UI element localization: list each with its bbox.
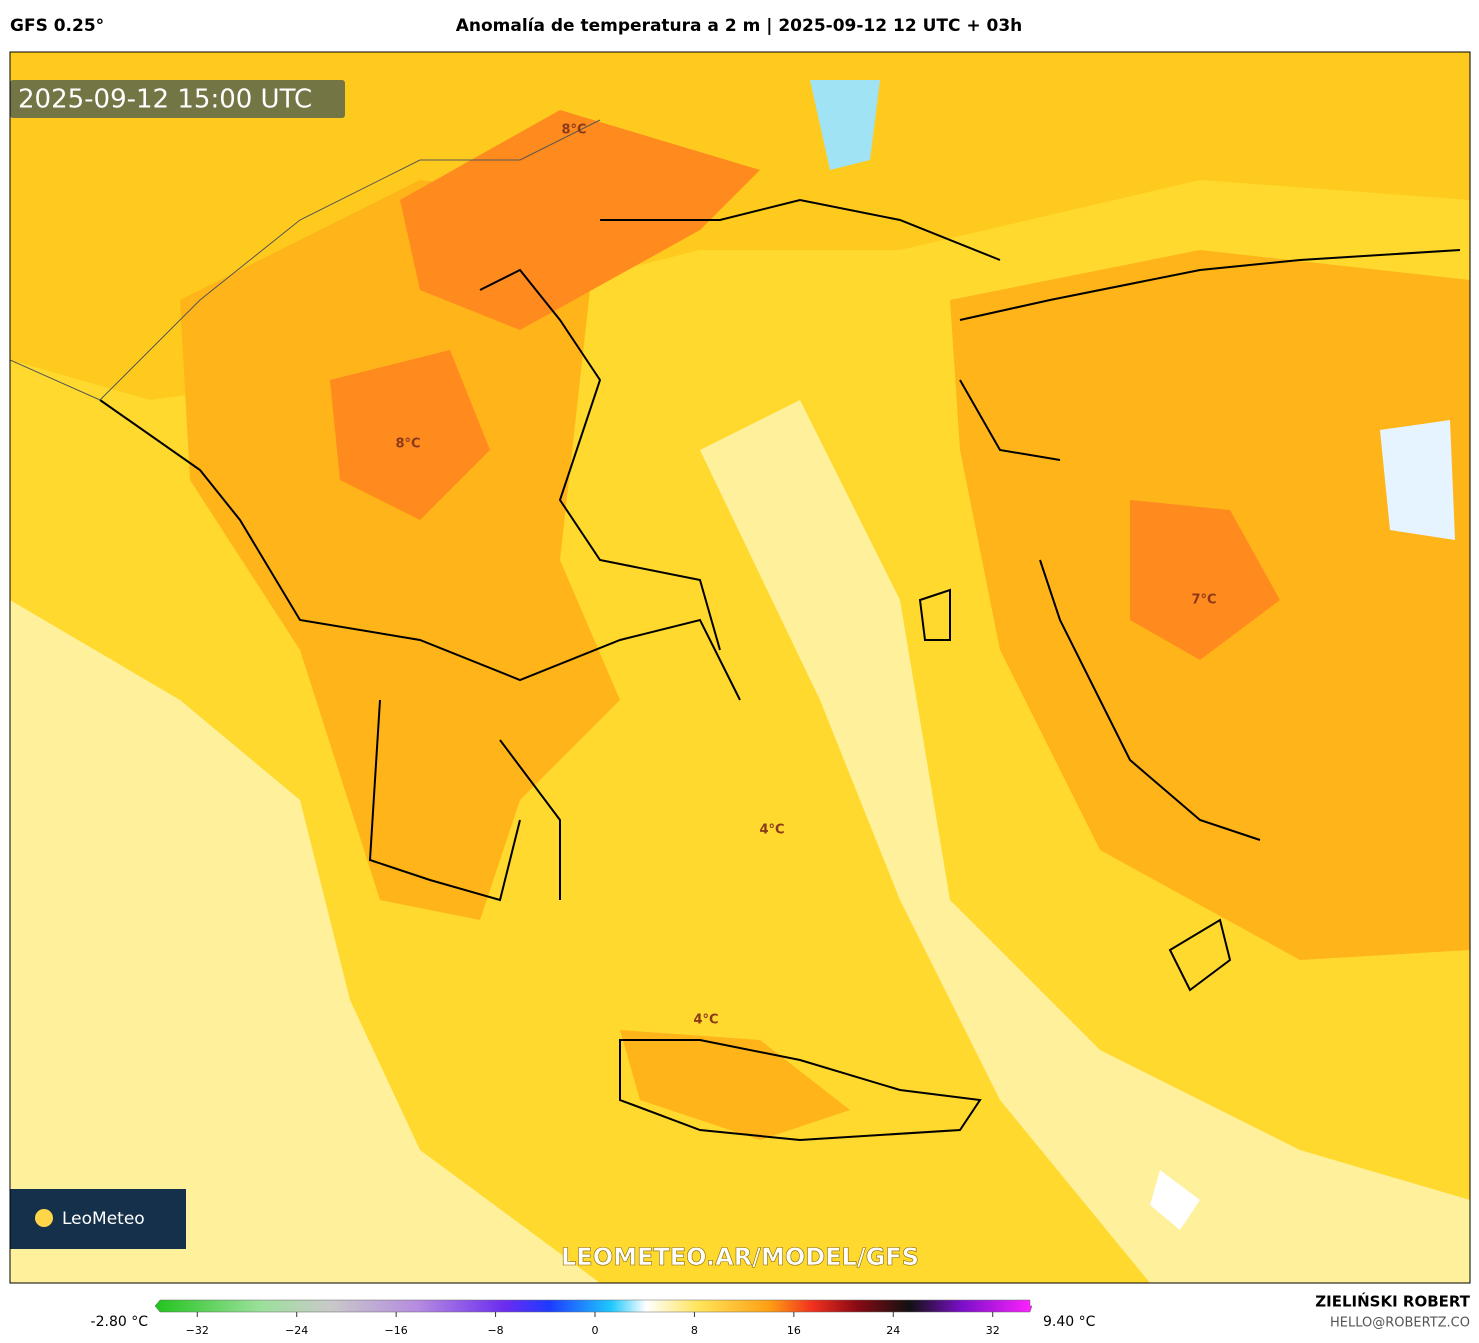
colorbar-tick-label: −32: [186, 1324, 209, 1337]
map-label: 4°C: [693, 1013, 718, 1028]
colorbar-gradient: [154, 1299, 1033, 1313]
map-title: Anomalía de temperatura a 2 m | 2025-09-…: [456, 16, 1023, 36]
cold-zone: [1380, 420, 1455, 540]
valid-time: 2025-09-12 15:00 UTC: [18, 85, 312, 115]
colorbar-tick-label: 8: [691, 1324, 698, 1337]
time-badge: [10, 80, 345, 118]
colorbar-tick-label: −16: [385, 1324, 408, 1337]
borders: [10, 119, 601, 401]
model-name: GFS 0.25°: [10, 16, 104, 36]
colorbar-tick-label: 0: [592, 1324, 599, 1337]
colorbar-tick-label: 24: [886, 1324, 900, 1337]
colorbar-min: -2.80 °C: [91, 1314, 149, 1330]
cold-zone: [810, 80, 880, 170]
coastlines: [99, 198, 1461, 1142]
colorbar-tick-label: −24: [285, 1324, 308, 1337]
email: HELLO@ROBERTZ.CO: [1330, 1316, 1470, 1331]
warm-zone: [620, 1030, 850, 1140]
map-frame: [9, 51, 1471, 1284]
colorbar-tick-label: −8: [487, 1324, 503, 1337]
pale-zone: [10, 600, 600, 1283]
map-label: 8°C: [395, 437, 420, 452]
colorbar-max: 9.40 °C: [1043, 1314, 1096, 1330]
author: ZIELIŃSKI ROBERT: [1315, 1292, 1470, 1311]
map: 2025-09-12 15:00 UTC 8°C 8°C 7°C 4°C 4°C…: [10, 52, 1470, 1283]
logo-sun: [35, 1209, 53, 1227]
warm-zone: [180, 180, 620, 920]
logo-text: LeoMeteo: [62, 1209, 145, 1229]
hot-zone: [330, 350, 490, 520]
map-label: 7°C: [1191, 593, 1216, 608]
map-label: 4°C: [759, 823, 784, 838]
map-label: 8°C: [561, 123, 586, 138]
watermark: LEOMETEO.AR/MODEL/GFS: [561, 1243, 919, 1271]
hot-zone: [1130, 500, 1280, 660]
colorbar: −32 −24 −16 −8 0 8 16 24 32: [154, 1299, 1033, 1337]
colorbar-tick-label: 32: [986, 1324, 1000, 1337]
pale-zone: [700, 400, 1470, 1283]
hot-zone: [400, 110, 760, 330]
colorbar-tick-label: 16: [787, 1324, 801, 1337]
cold-zone: [1150, 1170, 1200, 1230]
